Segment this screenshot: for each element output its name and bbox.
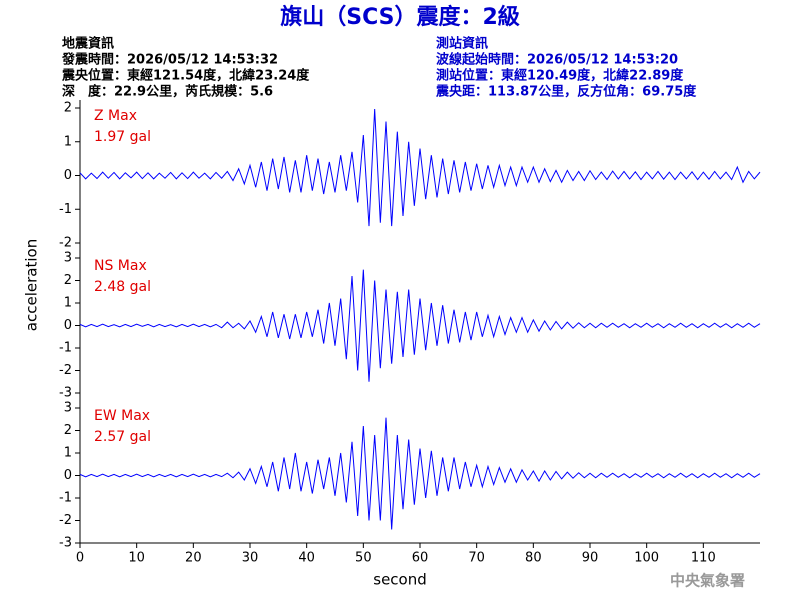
chart-title: 旗山（SCS）震度：2級 [280, 4, 520, 30]
max-label: 2.48 gal [94, 279, 151, 295]
y-tick-label: 3 [64, 251, 72, 266]
x-tick-label: 0 [76, 551, 84, 566]
y-tick-label: -2 [59, 513, 72, 528]
y-tick-label: 1 [64, 446, 72, 461]
component-label: NS Max [94, 258, 147, 274]
y-axis-label: acceleration [23, 239, 41, 331]
x-tick-label: 20 [185, 551, 202, 566]
component-label: EW Max [94, 408, 150, 424]
y-tick-label: 3 [64, 401, 72, 416]
y-tick-label: -1 [59, 491, 72, 506]
x-tick-label: 40 [298, 551, 315, 566]
x-tick-label: 30 [242, 551, 259, 566]
event-info-line: 震央位置：東經121.54度，北緯23.24度 [61, 68, 310, 84]
y-tick-label: 2 [64, 101, 72, 116]
x-tick-label: 60 [412, 551, 429, 566]
y-tick-label: 0 [64, 468, 72, 483]
event-info-line: 深 度：22.9公里，芮氏規模：5.6 [62, 84, 273, 100]
x-axis-label: second [373, 571, 427, 589]
y-tick-label: -1 [59, 202, 72, 217]
station-info-line: 測站位置：東經120.49度，北緯22.89度 [436, 68, 684, 84]
event-info-line: 地震資訊 [62, 36, 114, 52]
x-tick-label: 110 [691, 551, 716, 566]
footer: 中央氣象署 [670, 572, 745, 590]
waveform [79, 417, 761, 530]
x-tick-label: 70 [468, 551, 485, 566]
waveform [79, 108, 761, 227]
component-label: Z Max [94, 108, 137, 124]
x-tick-label: 80 [525, 551, 542, 566]
y-tick-label: 0 [64, 318, 72, 333]
x-tick-label: 90 [582, 551, 599, 566]
y-tick-label: -3 [59, 536, 72, 551]
event-info-line: 發震時間：2026/05/12 14:53:32 [61, 52, 278, 68]
y-tick-label: 2 [64, 423, 72, 438]
x-tick-label: 50 [355, 551, 372, 566]
y-tick-label: 1 [64, 134, 72, 149]
x-tick-label: 100 [634, 551, 659, 566]
y-tick-label: -3 [59, 386, 72, 401]
y-tick-label: 2 [64, 273, 72, 288]
station-info-line: 震央距：113.87公里，反方位角：69.75度 [435, 84, 697, 100]
y-tick-label: -2 [59, 363, 72, 378]
max-label: 2.57 gal [94, 429, 151, 445]
y-tick-label: -1 [59, 341, 72, 356]
y-tick-label: 1 [64, 296, 72, 311]
waveform [79, 269, 761, 382]
y-tick-label: 0 [64, 168, 72, 183]
x-tick-label: 10 [128, 551, 145, 566]
station-info-line: 測站資訊 [436, 36, 488, 52]
max-label: 1.97 gal [94, 129, 151, 145]
y-tick-label: -2 [59, 236, 72, 251]
station-info-line: 波線起始時間：2026/05/12 14:53:20 [436, 52, 678, 68]
